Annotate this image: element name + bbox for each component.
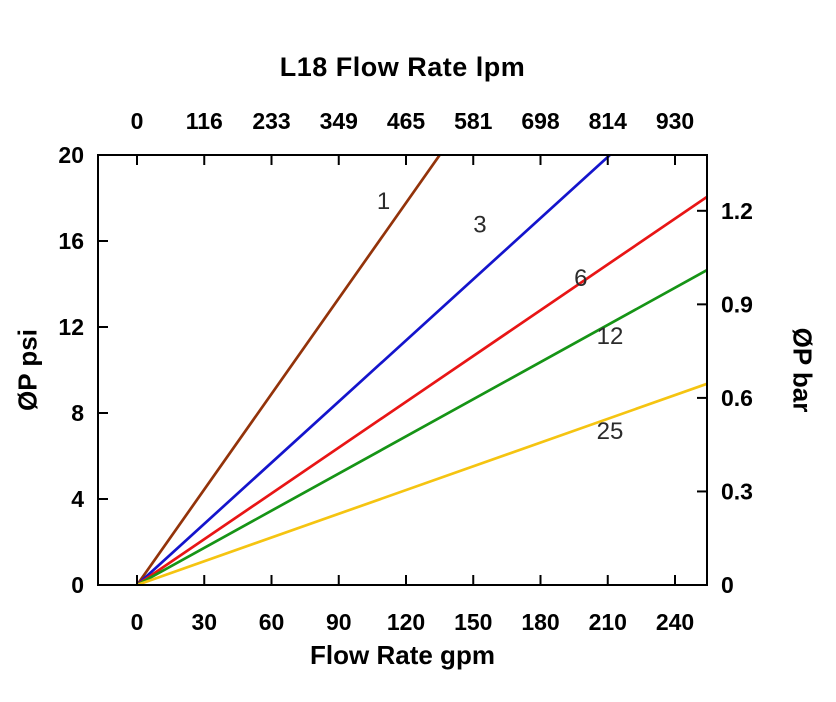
bottom-tick-label: 120 (387, 609, 425, 635)
top-tick-label: 349 (320, 108, 358, 134)
series-label-3: 3 (473, 211, 486, 238)
top-tick-label: 930 (656, 108, 694, 134)
series-label-6: 6 (574, 265, 587, 292)
series-line-3 (135, 155, 612, 585)
series-line-12 (135, 268, 707, 585)
axis-ticks (98, 154, 707, 586)
left-tick-label: 16 (58, 228, 84, 254)
right-tick-label: 1.2 (721, 198, 753, 224)
left-tick-label: 12 (58, 314, 84, 340)
top-tick-label: 581 (454, 108, 493, 134)
top-tick-label: 465 (387, 108, 426, 134)
top-tick-label: 814 (589, 108, 628, 134)
series-label-12: 12 (597, 323, 624, 350)
series-labels: 1 3 6 12 25 (377, 188, 623, 445)
right-tick-label: 0.9 (721, 291, 753, 317)
chart-title: L18 Flow Rate lpm (279, 52, 526, 82)
bottom-tick-label: 180 (521, 609, 559, 635)
left-tick-label: 0 (71, 572, 84, 598)
series-line-1 (135, 155, 442, 585)
bottom-tick-label: 30 (191, 609, 217, 635)
bottom-tick-label: 240 (656, 609, 694, 635)
series-label-25: 25 (597, 418, 624, 445)
top-tick-label: 233 (252, 108, 290, 134)
right-tick-label: 0.6 (721, 385, 753, 411)
top-tick-label: 698 (521, 108, 560, 134)
plot-frame (97, 154, 708, 586)
top-tick-label: 0 (131, 108, 144, 134)
bottom-tick-label: 90 (326, 609, 352, 635)
plot-frame-rect (97, 154, 708, 586)
left-tick-label: 4 (71, 486, 84, 512)
right-tick-label: 0.3 (721, 478, 753, 504)
left-tick-label: 8 (71, 400, 84, 426)
left-tick-label: 20 (58, 142, 84, 168)
y-axis-left-title: ØP psi (12, 329, 43, 411)
series-lines (135, 155, 707, 585)
x-axis-title: Flow Rate gpm (310, 640, 495, 670)
bottom-tick-label: 60 (259, 609, 285, 635)
series-label-1: 1 (377, 188, 390, 215)
bottom-tick-label: 210 (589, 609, 627, 635)
series-line-6 (135, 195, 707, 585)
bottom-tick-label: 150 (454, 609, 492, 635)
right-tick-label: 0 (721, 572, 734, 598)
top-tick-label: 116 (186, 108, 223, 134)
y-axis-right-title: ØP bar (787, 327, 818, 413)
series-line-25 (135, 382, 707, 585)
bottom-tick-label: 0 (131, 609, 144, 635)
